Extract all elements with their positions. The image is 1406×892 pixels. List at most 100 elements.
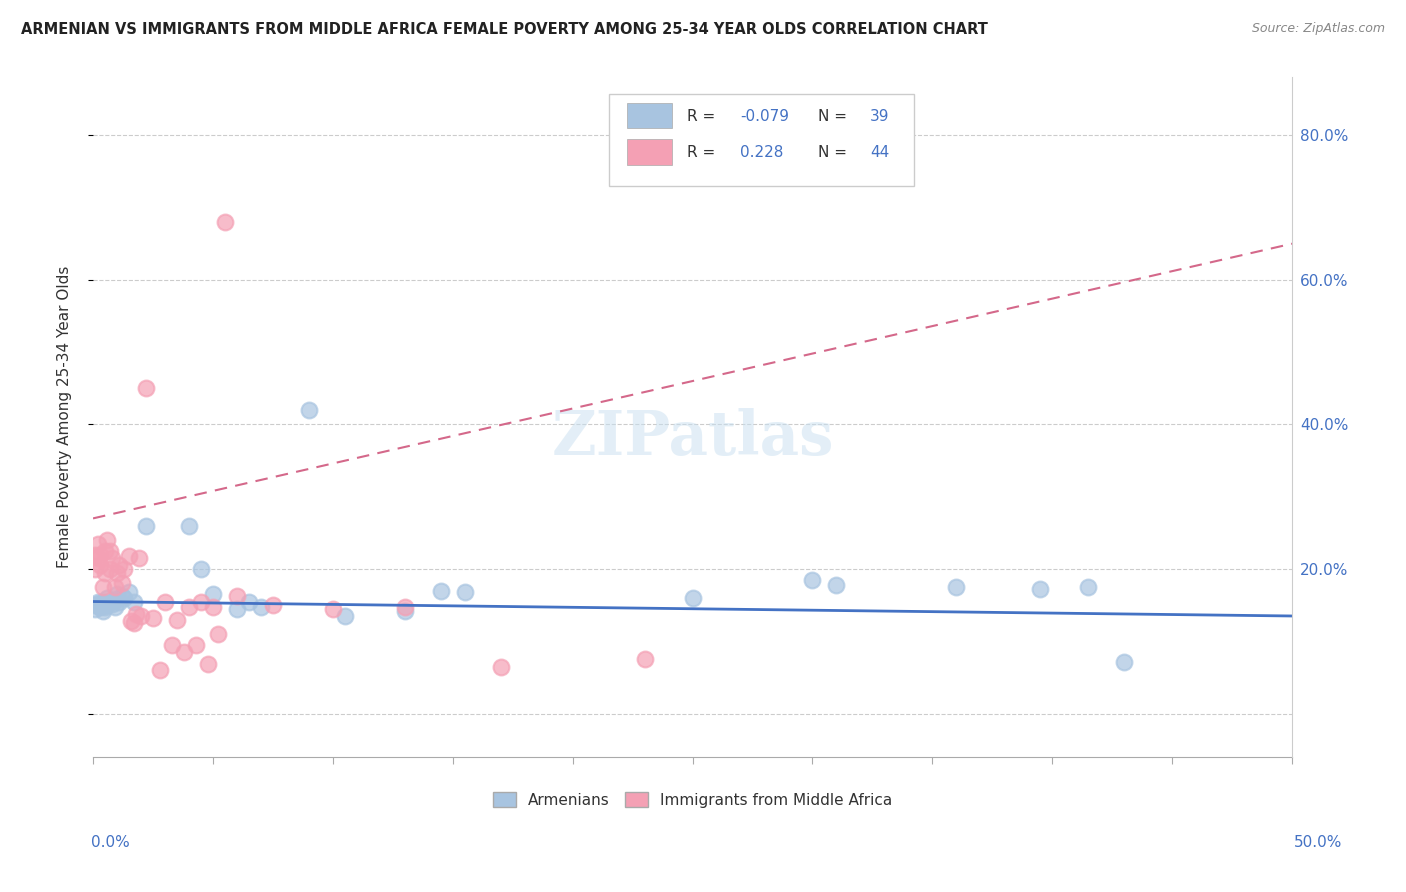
FancyBboxPatch shape bbox=[627, 103, 672, 128]
Point bbox=[489, 659, 512, 673]
Point bbox=[94, 598, 117, 612]
Point bbox=[84, 598, 107, 612]
Point bbox=[87, 597, 110, 611]
Point bbox=[104, 580, 127, 594]
Point bbox=[94, 599, 117, 614]
Point bbox=[160, 638, 183, 652]
Point bbox=[129, 609, 152, 624]
Point bbox=[84, 548, 107, 562]
Text: 0.228: 0.228 bbox=[741, 145, 783, 161]
Point bbox=[633, 652, 655, 666]
Point bbox=[91, 604, 114, 618]
Point bbox=[105, 587, 128, 601]
Point bbox=[98, 562, 121, 576]
Point bbox=[801, 573, 824, 587]
Point bbox=[84, 601, 107, 615]
Text: ZIPatlas: ZIPatlas bbox=[551, 408, 834, 467]
Point bbox=[98, 544, 121, 558]
Point bbox=[250, 599, 273, 614]
Point bbox=[322, 601, 344, 615]
Text: R =: R = bbox=[686, 109, 714, 124]
Point bbox=[1114, 655, 1136, 669]
Point bbox=[201, 599, 224, 614]
Text: 0.0%: 0.0% bbox=[91, 836, 131, 850]
Point bbox=[135, 518, 157, 533]
Point bbox=[91, 594, 114, 608]
Point bbox=[333, 609, 356, 624]
Point bbox=[298, 403, 321, 417]
Point bbox=[101, 551, 124, 566]
Point bbox=[177, 518, 200, 533]
Point bbox=[118, 549, 141, 563]
Point bbox=[238, 594, 260, 608]
Point bbox=[190, 594, 212, 608]
Point bbox=[111, 590, 134, 604]
Point bbox=[454, 585, 477, 599]
Point bbox=[201, 587, 224, 601]
Text: Source: ZipAtlas.com: Source: ZipAtlas.com bbox=[1251, 22, 1385, 36]
Text: -0.079: -0.079 bbox=[741, 109, 789, 124]
Legend: Armenians, Immigrants from Middle Africa: Armenians, Immigrants from Middle Africa bbox=[486, 786, 898, 814]
Point bbox=[108, 594, 131, 608]
Point bbox=[91, 580, 114, 594]
Point bbox=[89, 558, 111, 573]
Point bbox=[142, 611, 165, 625]
Point bbox=[105, 592, 128, 607]
Point bbox=[104, 599, 127, 614]
Point bbox=[1077, 580, 1099, 594]
Text: R =: R = bbox=[686, 145, 714, 161]
Point bbox=[89, 599, 111, 614]
Point bbox=[135, 381, 157, 395]
Point bbox=[105, 566, 128, 580]
Point bbox=[128, 551, 150, 566]
Text: 50.0%: 50.0% bbox=[1295, 836, 1343, 850]
Point bbox=[101, 597, 124, 611]
Point bbox=[120, 614, 142, 628]
Point bbox=[96, 533, 118, 547]
Text: 44: 44 bbox=[870, 145, 889, 161]
Point bbox=[394, 599, 416, 614]
Point bbox=[190, 562, 212, 576]
Point bbox=[96, 591, 118, 605]
Point bbox=[394, 604, 416, 618]
Point bbox=[184, 638, 207, 652]
Text: N =: N = bbox=[818, 145, 848, 161]
Point bbox=[429, 583, 451, 598]
Point bbox=[153, 594, 176, 608]
Y-axis label: Female Poverty Among 25-34 Year Olds: Female Poverty Among 25-34 Year Olds bbox=[58, 266, 72, 568]
Point bbox=[122, 616, 145, 631]
Point bbox=[214, 215, 236, 229]
Point bbox=[225, 590, 247, 604]
FancyBboxPatch shape bbox=[609, 95, 914, 186]
Point bbox=[112, 591, 135, 605]
Point bbox=[166, 613, 188, 627]
Point bbox=[98, 594, 121, 608]
Point bbox=[173, 645, 195, 659]
Point bbox=[945, 580, 967, 594]
Point bbox=[125, 607, 148, 621]
Point bbox=[149, 663, 172, 677]
Point bbox=[94, 544, 117, 558]
Point bbox=[87, 551, 110, 566]
Point bbox=[87, 594, 110, 608]
Point bbox=[94, 566, 117, 580]
Point bbox=[197, 657, 219, 672]
Point bbox=[207, 627, 229, 641]
Point bbox=[177, 599, 200, 614]
Point bbox=[84, 562, 107, 576]
Point bbox=[111, 576, 134, 591]
Point bbox=[89, 548, 111, 562]
FancyBboxPatch shape bbox=[627, 139, 672, 165]
Text: ARMENIAN VS IMMIGRANTS FROM MIDDLE AFRICA FEMALE POVERTY AMONG 25-34 YEAR OLDS C: ARMENIAN VS IMMIGRANTS FROM MIDDLE AFRIC… bbox=[21, 22, 988, 37]
Point bbox=[682, 591, 704, 605]
Text: N =: N = bbox=[818, 109, 848, 124]
Point bbox=[108, 558, 131, 573]
Point bbox=[225, 601, 247, 615]
Point bbox=[825, 578, 848, 592]
Point bbox=[1029, 582, 1052, 597]
Point bbox=[87, 537, 110, 551]
Point bbox=[112, 562, 135, 576]
Text: 39: 39 bbox=[870, 109, 890, 124]
Point bbox=[262, 598, 284, 612]
Point bbox=[122, 594, 145, 608]
